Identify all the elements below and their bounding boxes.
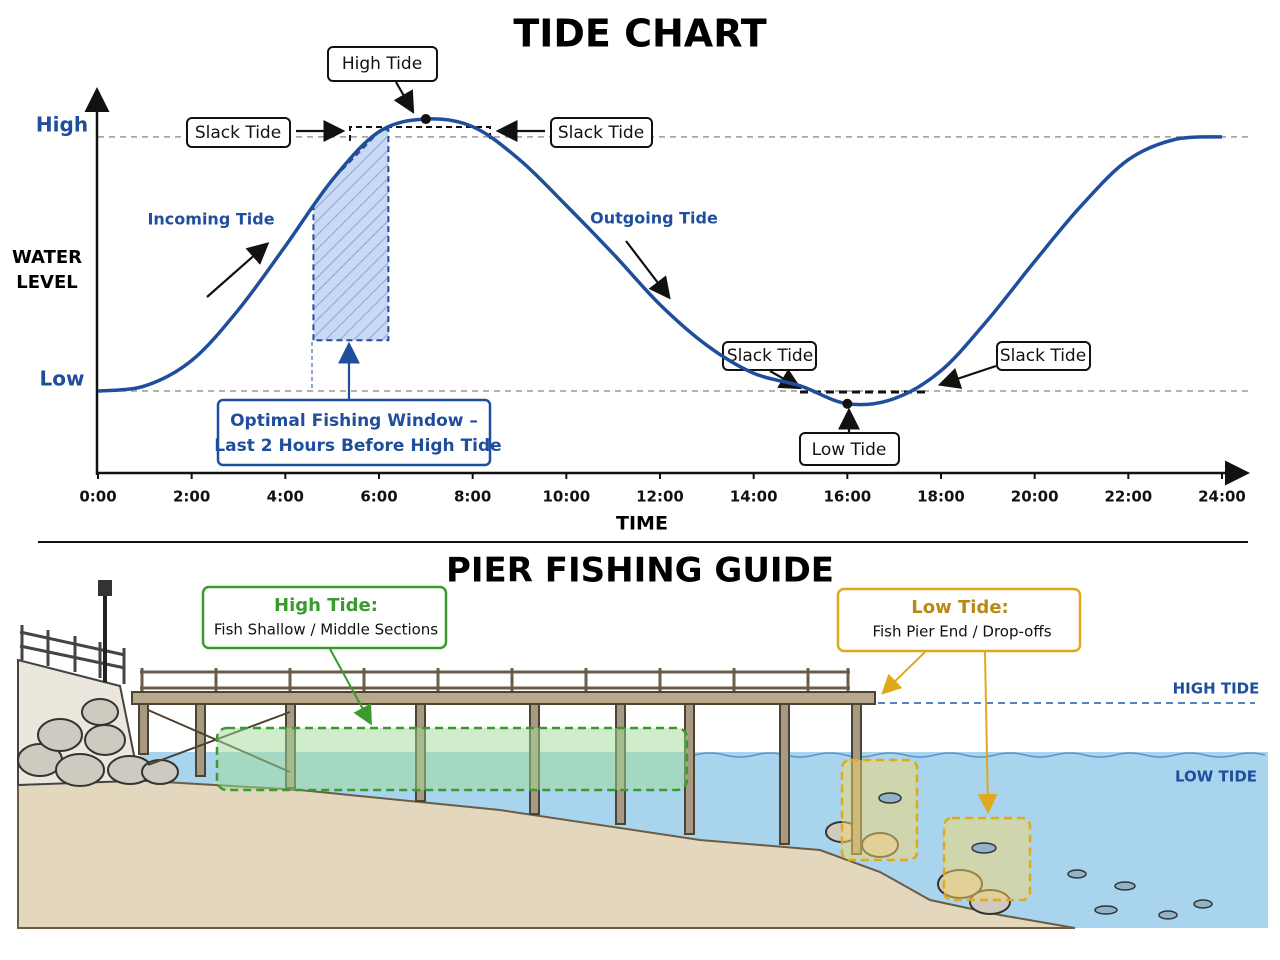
callout: High Tide [327,46,438,114]
low-tide-zone [942,816,1032,902]
x-tick-label: 4:00 [267,488,304,506]
callout: Slack Tide [186,117,346,148]
x-tick-label: 16:00 [823,488,871,506]
y-label: LEVEL [16,272,77,293]
arrow [206,242,270,298]
annotation: Slack Tide [195,123,281,143]
tide-point [420,114,431,125]
callout: Slack Tide [937,341,1091,389]
callout-text: Fish Shallow / Middle Sections [214,621,438,639]
annotation: Low Tide [812,440,887,460]
annotation: Outgoing Tide [590,209,718,228]
fishing-window [312,127,390,342]
annotation: Slack Tide [558,123,644,143]
tide-point [842,398,853,409]
low-tide-callout: Low Tide: Fish Pier End / Drop-offs [836,587,1082,814]
callout-heading: High Tide: [274,595,378,616]
callout: Slack Tide [495,117,653,148]
tide-chart: TIDE CHART High Low 24:00 22:00 20:00 18:00 16… [12,12,1250,535]
callout-text: Fish Pier End / Drop-offs [872,623,1051,641]
x-tick-label: 14:00 [730,488,778,506]
y-tick-label: High [36,112,88,136]
y-label: WATER [12,247,82,268]
high-tide-callout: High Tide: Fish Shallow / Middle Section… [201,585,448,726]
x-tick-label: 22:00 [1104,488,1152,506]
window-callout: Optimal Fishing Window – Last 2 Hours Be… [214,341,502,467]
slack-zone [349,126,491,141]
x-tick-label: 10:00 [542,488,590,506]
window-label: Last 2 Hours Before High Tide [214,436,501,456]
annotation: High Tide [342,54,422,74]
window-label: Optimal Fishing Window – [230,411,478,431]
x-tick-label: 2:00 [173,488,210,506]
x-tick-label: 20:00 [1011,488,1059,506]
annotation: Slack Tide [727,346,813,366]
x-tick-label: 12:00 [636,488,684,506]
high-tide-zone [215,726,689,792]
x-tick-label: 8:00 [454,488,491,506]
callout: Slack Tide [722,341,817,390]
callout-heading: Low Tide: [911,597,1008,618]
level-label: HIGH TIDE [1173,680,1260,698]
x-label: TIME [616,513,668,535]
x-tick-label: 0:00 [79,488,116,506]
chart-title: TIDE CHART [513,12,766,56]
x-tick-label: 18:00 [917,488,965,506]
pier-guide: PIER FISHING GUIDE HIGH TIDE LOW TIDE Hi… [17,551,1268,929]
fish [878,792,1213,920]
arrow [625,240,671,300]
lamp-post [98,580,112,682]
tide-line [97,117,1223,407]
x-tick-label: 6:00 [360,488,397,506]
railing [19,625,126,684]
y-tick-label: Low [40,367,85,391]
annotation: Slack Tide [1000,346,1086,366]
callout: Low Tide [799,407,900,466]
level-label: LOW TIDE [1175,768,1257,786]
low-tide-zone [840,758,919,862]
guide-title: PIER FISHING GUIDE [446,551,834,591]
x-tick-label: 24:00 [1198,488,1246,506]
annotation: Incoming Tide [147,210,274,229]
